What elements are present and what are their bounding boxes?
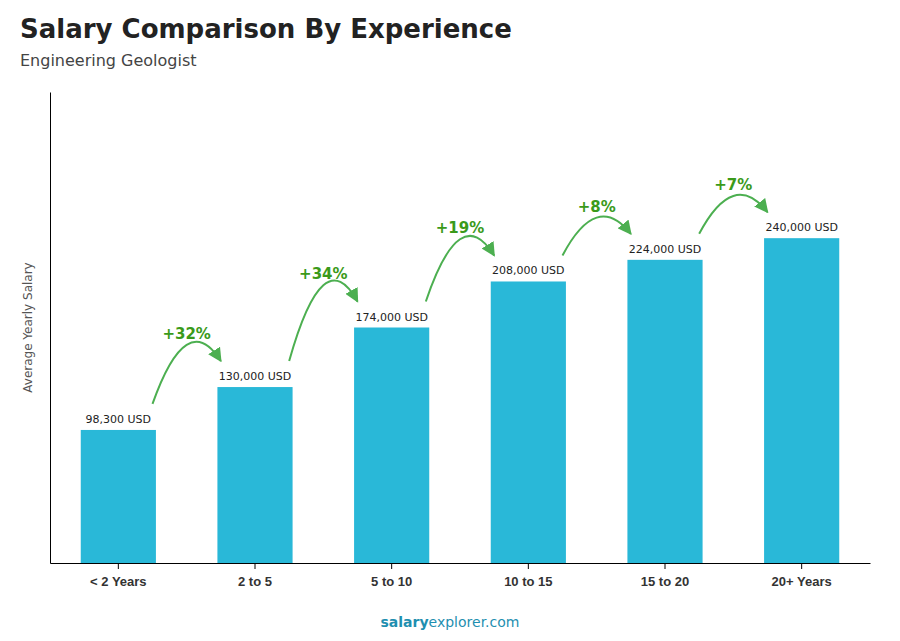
bar bbox=[764, 238, 839, 563]
bars bbox=[81, 238, 840, 563]
subtitle: Engineering Geologist bbox=[20, 51, 197, 70]
change-annotations: +32% +34% +19% +8% +7% bbox=[153, 176, 768, 404]
change-arrow bbox=[563, 217, 631, 256]
footer-part: explorer.com bbox=[429, 614, 520, 630]
x-tick: 10 to 15 bbox=[504, 563, 552, 589]
x-tick-label: 10 to 15 bbox=[504, 574, 552, 589]
change-label: +8% bbox=[578, 198, 616, 216]
x-tick: 15 to 20 bbox=[641, 563, 689, 589]
value-label: 174,000 USD bbox=[355, 311, 428, 324]
change-label: +34% bbox=[299, 265, 347, 283]
title: Salary Comparison By Experience bbox=[20, 14, 512, 44]
x-tick-label: 5 to 10 bbox=[371, 574, 412, 589]
value-labels: 98,300 USD 130,000 USD 174,000 USD 208,000 … bbox=[86, 221, 838, 426]
x-tick-label: 15 to 20 bbox=[641, 574, 689, 589]
x-tick: 20+ Years bbox=[772, 563, 832, 589]
x-tick-mark bbox=[118, 563, 119, 569]
y-axis-line bbox=[50, 93, 51, 564]
change-arrow bbox=[289, 280, 357, 361]
change-label: +19% bbox=[436, 219, 484, 237]
footer: salaryexplorer.com bbox=[381, 614, 520, 630]
x-tick-label: 20+ Years bbox=[772, 574, 832, 589]
value-label: 240,000 USD bbox=[765, 221, 838, 234]
bar bbox=[354, 328, 429, 564]
change-arrow bbox=[699, 195, 767, 234]
y-axis-label: Average Yearly Salary bbox=[21, 262, 35, 392]
x-tick-label: 2 to 5 bbox=[238, 574, 272, 589]
bar bbox=[217, 387, 292, 563]
x-tick-mark bbox=[255, 563, 256, 569]
value-label: 98,300 USD bbox=[86, 413, 152, 426]
x-axis: < 2 Years 2 to 5 5 to 10 10 to 15 15 to 20 20… bbox=[51, 563, 871, 589]
bar bbox=[627, 260, 702, 563]
x-tick-label: < 2 Years bbox=[90, 574, 147, 589]
bar bbox=[491, 281, 566, 563]
change-label: +7% bbox=[714, 176, 752, 194]
chart: < 2 Years 2 to 5 5 to 10 10 to 15 15 to 20 20… bbox=[0, 0, 900, 641]
bar bbox=[81, 430, 156, 563]
change-arrow bbox=[153, 342, 221, 404]
value-label: 130,000 USD bbox=[219, 370, 292, 383]
y-axis bbox=[50, 93, 51, 564]
x-tick-mark bbox=[801, 563, 802, 569]
change-arrow bbox=[426, 236, 494, 302]
footer-part: salary bbox=[381, 614, 429, 630]
x-tick: 2 to 5 bbox=[238, 563, 272, 589]
x-tick: < 2 Years bbox=[90, 563, 147, 589]
x-tick-mark bbox=[391, 563, 392, 569]
x-tick-mark bbox=[528, 563, 529, 569]
x-tick-mark bbox=[665, 563, 666, 569]
x-axis-line bbox=[51, 563, 871, 564]
plot: < 2 Years 2 to 5 5 to 10 10 to 15 15 to 20 20… bbox=[51, 93, 871, 590]
value-label: 224,000 USD bbox=[629, 243, 702, 256]
change-label: +32% bbox=[162, 325, 210, 343]
x-tick: 5 to 10 bbox=[371, 563, 412, 589]
value-label: 208,000 USD bbox=[492, 264, 565, 277]
